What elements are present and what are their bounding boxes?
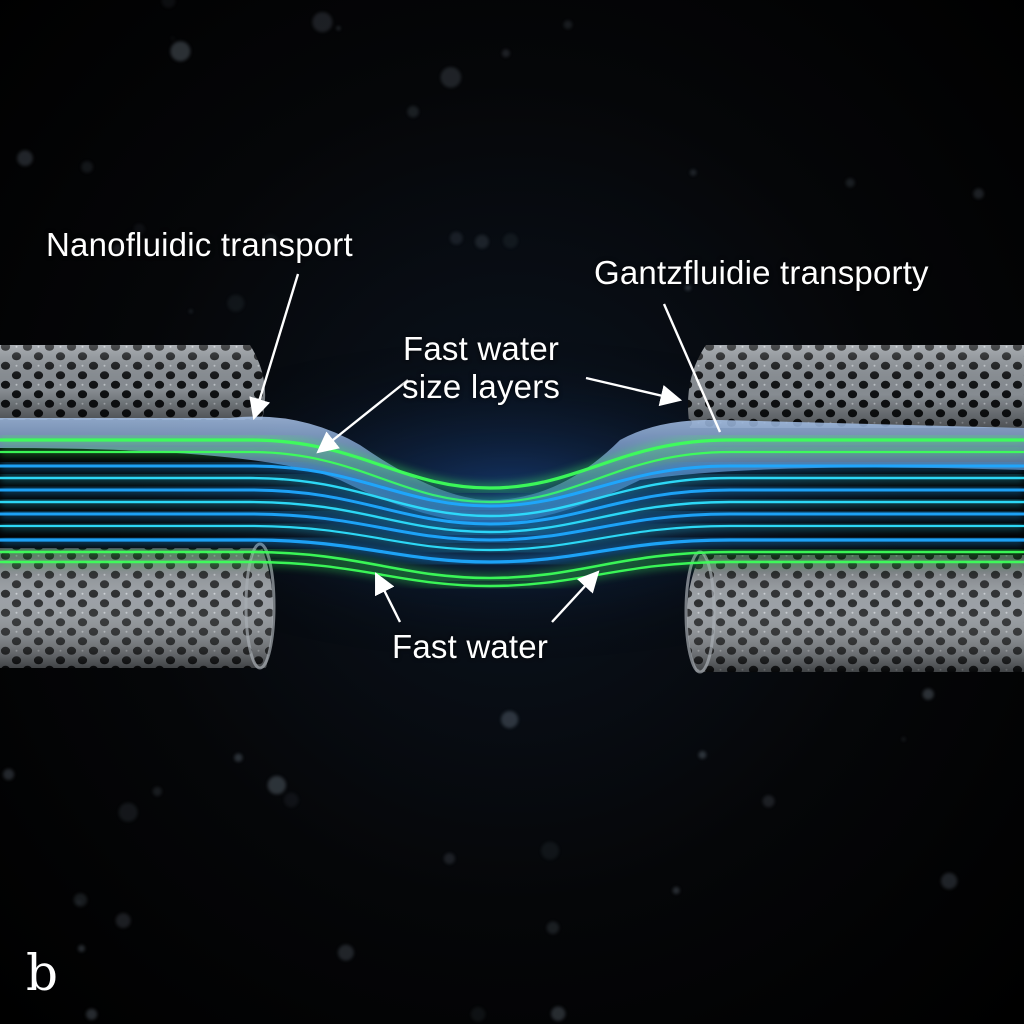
bokeh-particle <box>227 294 245 312</box>
bokeh-particle <box>762 795 775 808</box>
bokeh-particle <box>189 309 193 314</box>
bokeh-particle <box>672 886 680 895</box>
bokeh-particle <box>312 12 333 33</box>
arrow-nanofluidic <box>249 273 300 421</box>
bokeh-particle <box>170 36 175 41</box>
bokeh-particle <box>940 872 958 890</box>
bokeh-particle <box>922 688 934 700</box>
bokeh-particle <box>698 751 707 759</box>
label-size-layers-line2: size layers <box>402 367 561 405</box>
bokeh-particle <box>283 792 299 808</box>
annotation-arrows <box>249 273 722 623</box>
bokeh-particle <box>501 49 510 58</box>
bokeh-particle <box>3 768 15 781</box>
bokeh-particle <box>152 786 162 797</box>
bokeh-particle <box>407 105 419 118</box>
bokeh-particle <box>17 150 33 167</box>
bokeh-particle <box>336 26 341 31</box>
bokeh-particle <box>685 284 691 291</box>
bokeh-particle <box>845 178 855 188</box>
panel-letter: b <box>26 944 59 1002</box>
bokeh-particle <box>161 0 176 8</box>
bokeh-particle <box>77 944 86 953</box>
bokeh-particle <box>86 1008 98 1020</box>
bokeh-particle <box>81 161 93 173</box>
label-fast-water: Fast water <box>392 628 549 665</box>
bokeh-particle <box>112 244 124 256</box>
label-fast-water-size-layers: Fast water size layers <box>402 330 560 406</box>
bokeh-particle <box>118 802 138 822</box>
label-nanofluidic-transport: Nanofluidic transport <box>46 226 353 263</box>
arrow-size-layers-left <box>316 379 409 454</box>
streamline <box>0 500 1024 534</box>
background-particles <box>3 0 984 1022</box>
arrow-gantzfluidie <box>662 303 722 433</box>
bokeh-particle <box>73 893 88 907</box>
bokeh-particle <box>76 900 82 905</box>
bokeh-particle <box>973 188 984 199</box>
bokeh-particle <box>133 223 145 235</box>
bokeh-particle <box>115 913 131 929</box>
arrow-fast-water-right <box>551 570 600 623</box>
bokeh-particle <box>901 737 906 742</box>
streamline <box>0 550 1024 580</box>
arrow-size-layers-right <box>585 376 683 407</box>
bokeh-particle <box>170 41 191 62</box>
streamline <box>0 476 1024 518</box>
streamline <box>0 538 1024 564</box>
streamline <box>0 488 1024 526</box>
bokeh-particle <box>262 234 279 251</box>
water-streamlines <box>0 435 1024 590</box>
bokeh-particle <box>475 234 489 249</box>
streamline <box>0 524 1024 552</box>
streamline <box>0 512 1024 542</box>
bokeh-particle <box>540 841 560 860</box>
streamline <box>0 560 1024 588</box>
bokeh-particle <box>443 853 455 865</box>
bokeh-particle <box>440 67 462 88</box>
arrow-fast-water-left <box>374 572 402 623</box>
bokeh-particle <box>267 775 286 795</box>
bokeh-particle <box>234 753 243 762</box>
bokeh-particle <box>503 233 518 249</box>
left-nanotube <box>0 345 276 670</box>
bokeh-particle <box>337 944 354 961</box>
bokeh-particle <box>449 231 463 245</box>
bokeh-particle <box>470 1006 486 1022</box>
bokeh-particle <box>689 169 697 176</box>
bokeh-particle <box>563 20 573 30</box>
bokeh-particle <box>501 711 519 729</box>
streamline <box>0 464 1024 508</box>
label-size-layers-line1: Fast water <box>403 330 560 367</box>
right-nanotube <box>684 345 1024 674</box>
bokeh-particle <box>551 1006 566 1021</box>
label-gantzfluidie-transporty: Gantzfluidie transporty <box>594 254 929 291</box>
bokeh-particle <box>546 921 560 935</box>
